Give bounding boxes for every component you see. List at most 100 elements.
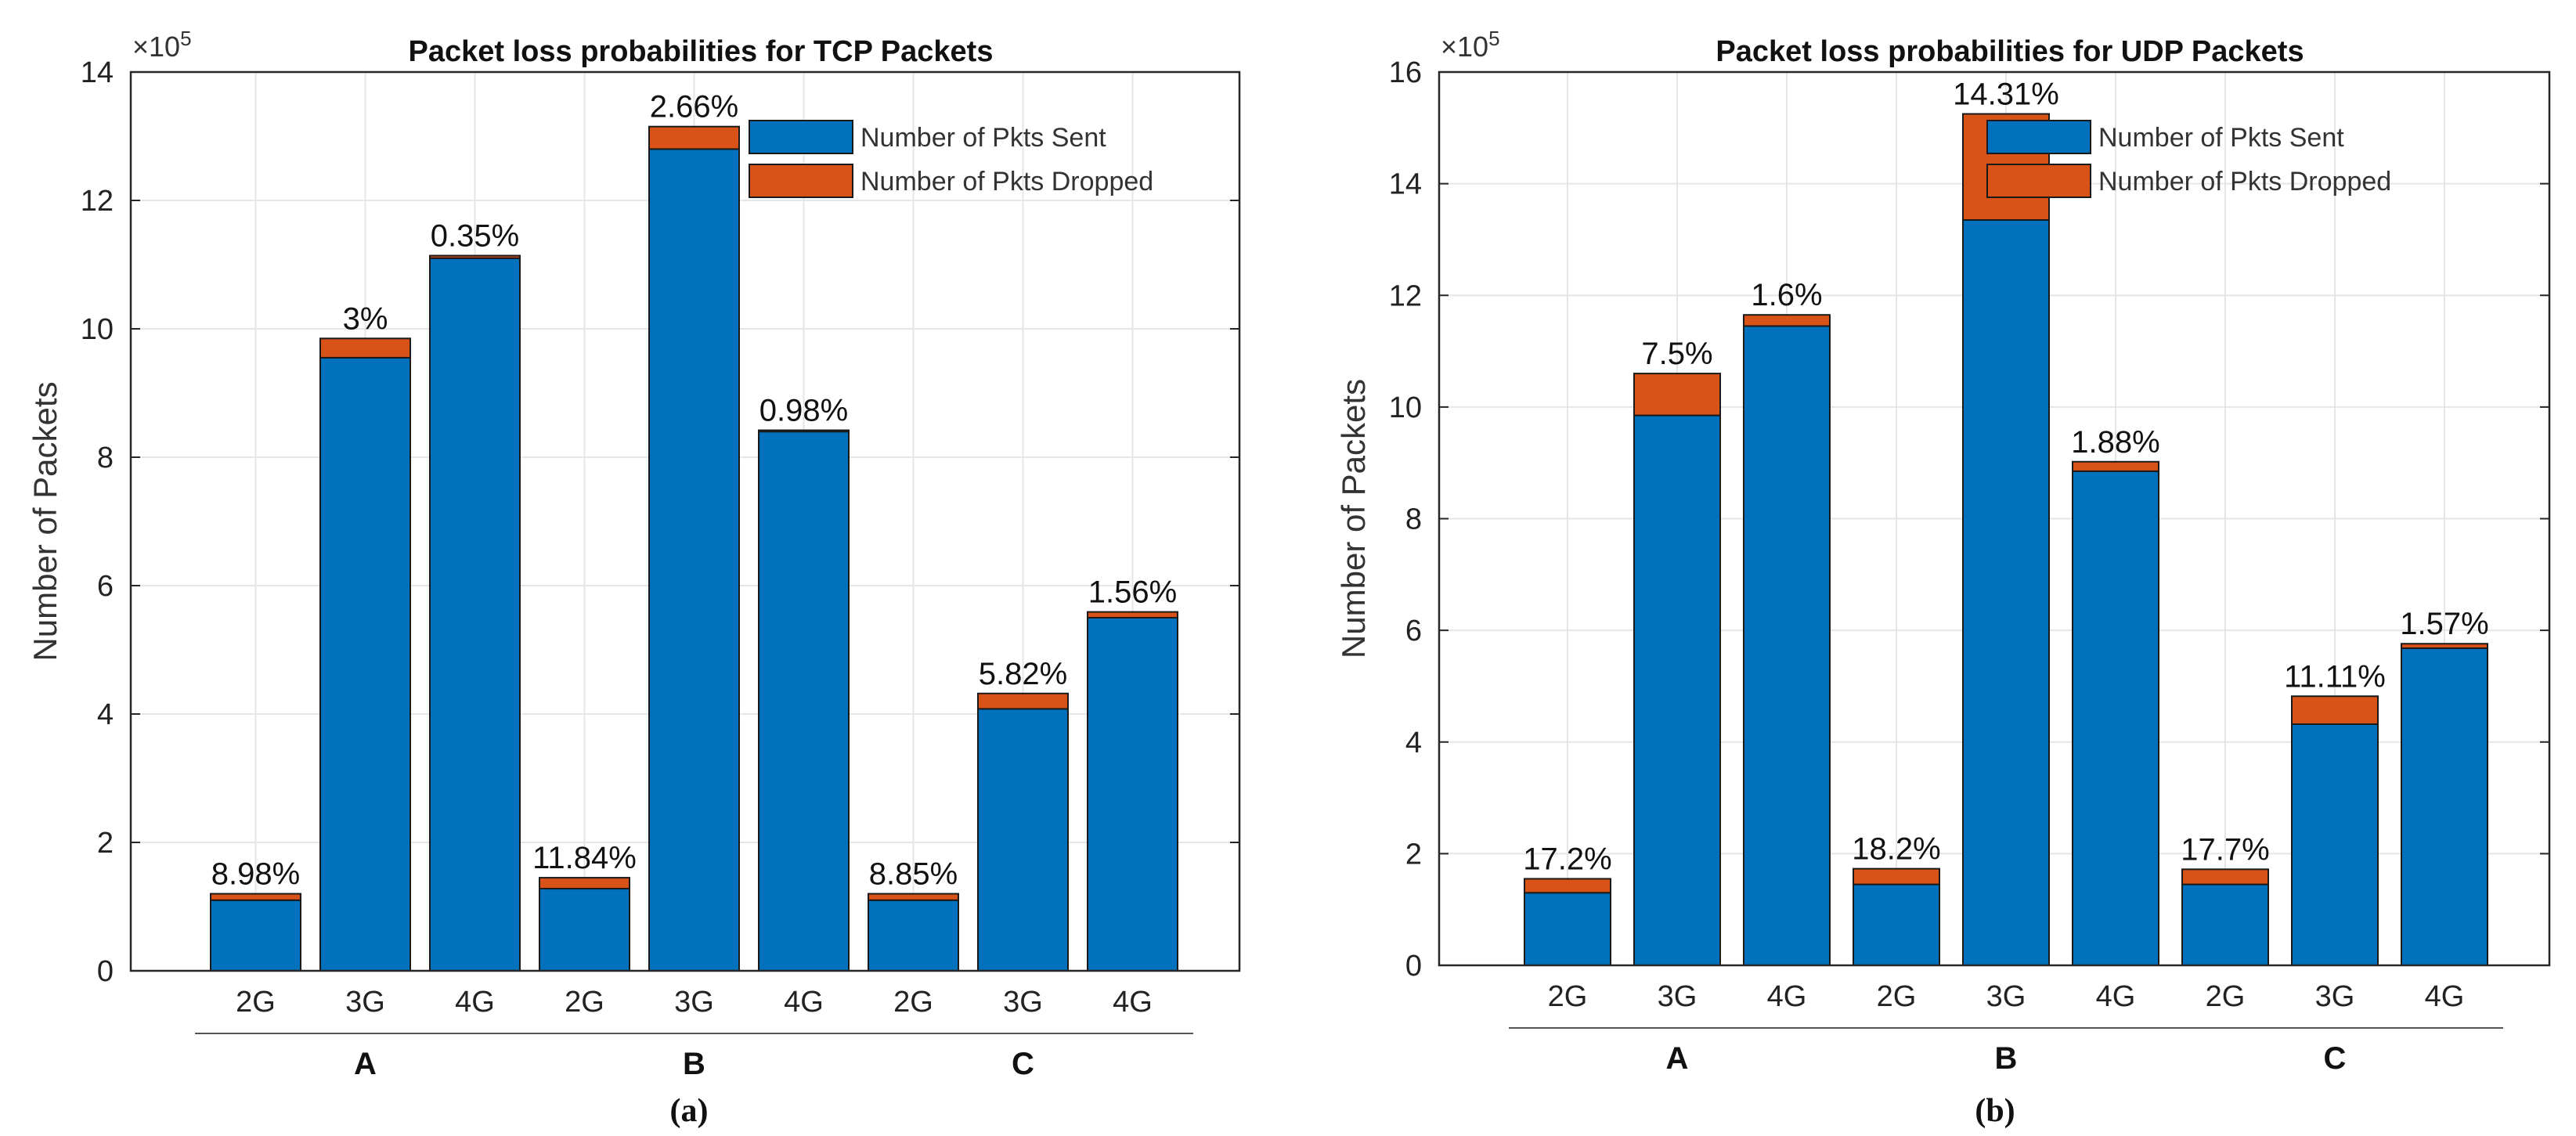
- y-axis-label: Number of Packets: [27, 381, 63, 661]
- x-tick-label: 2G: [236, 986, 276, 1019]
- bar-sent-0: [210, 899, 301, 972]
- y-tick-label: 4: [97, 698, 114, 731]
- bar-sent-1: [1633, 414, 1721, 966]
- y-tick-label: 0: [97, 955, 114, 988]
- bar-sent-0: [1524, 892, 1611, 966]
- data-label: 0.35%: [431, 219, 519, 254]
- data-label: 3%: [343, 301, 388, 336]
- bar-dropped-7: [977, 692, 1069, 710]
- panel-label: (a): [670, 1093, 709, 1129]
- group-label: B: [683, 1047, 705, 1081]
- x-tick-label: 4G: [1113, 986, 1153, 1019]
- y-tick-label: 2: [1405, 838, 1422, 871]
- data-label: 11.11%: [2284, 659, 2386, 694]
- y-tick-label: 2: [97, 827, 114, 860]
- bar-sent-8: [2401, 647, 2488, 966]
- bar-dropped-4: [648, 125, 740, 150]
- chart-0: 8.98% 3% 0.35% 11.84% 2.66% 0.98% 8.85% 5.82% 1.…: [27, 27, 1241, 1129]
- y-tick-label: 16: [1389, 56, 1422, 89]
- x-tick-label: 4G: [2425, 980, 2465, 1013]
- bar-sent-2: [1743, 325, 1831, 966]
- legend-swatch: [1986, 120, 2091, 154]
- legend-swatch: [749, 164, 853, 198]
- bar-sent-3: [1853, 883, 1940, 967]
- group-label: B: [1995, 1041, 2018, 1076]
- bar-dropped-8: [2401, 643, 2488, 649]
- data-label: 17.2%: [1523, 842, 1611, 876]
- x-tick-label: 4G: [1767, 980, 1807, 1013]
- bar-sent-8: [1087, 617, 1178, 972]
- data-label: 14.31%: [1953, 77, 2059, 111]
- x-tick-label: 4G: [455, 986, 495, 1019]
- y-tick-label: 10: [81, 313, 114, 346]
- bar-dropped-6: [2181, 868, 2269, 885]
- x-tick-label: 4G: [784, 986, 824, 1019]
- bar-sent-7: [2291, 723, 2379, 966]
- y-tick-label: 8: [1405, 503, 1422, 536]
- legend-swatch: [749, 120, 853, 154]
- y-tick-label: 0: [1405, 950, 1422, 983]
- data-label: 2.66%: [650, 90, 738, 124]
- data-label: 1.57%: [2400, 607, 2488, 641]
- x-tick-label: 4G: [2096, 980, 2136, 1013]
- bar-sent-4: [1962, 218, 2050, 966]
- y-tick-label: 6: [1405, 615, 1422, 647]
- x-tick-label: 3G: [1986, 980, 2026, 1013]
- bar-dropped-2: [1743, 314, 1831, 327]
- bar-dropped-2: [429, 254, 521, 259]
- bar-dropped-1: [1633, 373, 1721, 417]
- bar-sent-5: [758, 431, 850, 972]
- bar-dropped-5: [758, 429, 850, 433]
- legend-label: Number of Pkts Sent: [860, 123, 1106, 153]
- chart-title: Packet loss probabilities for UDP Packet…: [1716, 35, 2304, 68]
- data-label: 11.84%: [532, 841, 637, 875]
- group-label: A: [1666, 1041, 1689, 1076]
- bar-sent-4: [648, 148, 740, 972]
- data-label: 17.7%: [2181, 832, 2269, 867]
- bar-dropped-7: [2291, 695, 2379, 725]
- bar-sent-2: [429, 257, 521, 972]
- data-label: 5.82%: [979, 657, 1067, 691]
- group-label: C: [2324, 1041, 2347, 1076]
- y-tick-label: 12: [1389, 279, 1422, 312]
- bar-sent-6: [2181, 883, 2269, 967]
- x-tick-label: 3G: [1003, 986, 1043, 1019]
- bar-sent-7: [977, 708, 1069, 972]
- data-label: 0.98%: [759, 394, 848, 428]
- y-exponent: ×105: [132, 27, 192, 63]
- bar-dropped-0: [1524, 878, 1611, 894]
- x-tick-label: 3G: [1658, 980, 1697, 1013]
- y-tick-label: 6: [97, 570, 114, 603]
- panel-label: (b): [1975, 1093, 2015, 1129]
- bar-dropped-0: [210, 893, 301, 901]
- bar-dropped-8: [1087, 611, 1178, 618]
- bar-sent-6: [868, 899, 959, 972]
- legend-label: Number of Pkts Dropped: [2098, 167, 2391, 197]
- data-label: 7.5%: [1641, 337, 1712, 371]
- bar-sent-3: [539, 888, 630, 972]
- legend-label: Number of Pkts Sent: [2098, 123, 2344, 153]
- x-tick-label: 3G: [674, 986, 714, 1019]
- bar-dropped-1: [319, 337, 411, 359]
- y-tick-label: 10: [1389, 391, 1422, 424]
- bar-sent-1: [319, 356, 411, 972]
- x-tick-label: 3G: [345, 986, 385, 1019]
- bar-dropped-6: [868, 893, 959, 901]
- legend-swatch: [1986, 164, 2091, 198]
- legend: Number of Pkts Sent Number of Pkts Droppe…: [749, 120, 1153, 198]
- axes-box: [129, 70, 1241, 972]
- group-label: A: [354, 1047, 377, 1081]
- y-axis-label: Number of Packets: [1335, 379, 1372, 658]
- y-tick-label: 8: [97, 442, 114, 474]
- chart-title: Packet loss probabilities for TCP Packet…: [409, 35, 994, 68]
- bar-dropped-3: [1853, 867, 1940, 885]
- y-tick-label: 14: [81, 56, 114, 89]
- bar-dropped-3: [539, 877, 630, 890]
- y-exponent: ×105: [1441, 27, 1500, 63]
- y-tick-label: 12: [81, 185, 114, 218]
- chart-1: 17.2% 7.5% 1.6% 18.2% 14.31% 1.88% 17.7% 11.11%…: [1335, 27, 2551, 1129]
- data-label: 1.88%: [2071, 425, 2159, 460]
- data-label: 1.6%: [1751, 278, 1822, 312]
- x-tick-label: 2G: [2206, 980, 2246, 1013]
